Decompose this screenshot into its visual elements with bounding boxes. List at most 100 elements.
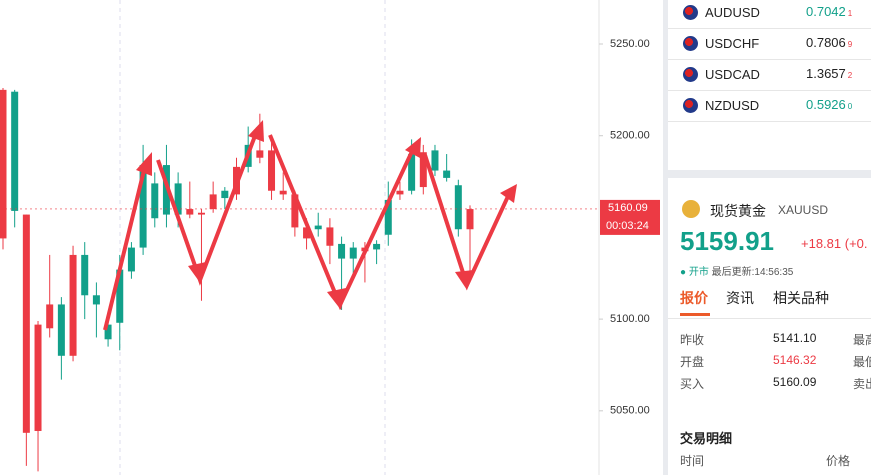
arrow — [103, 161, 148, 331]
candle-body — [396, 190, 404, 195]
trades-header: 时间 — [680, 454, 705, 468]
trades-header: 价格 — [826, 454, 851, 468]
price-tail: 0 — [847, 102, 853, 111]
price-tail: 9 — [847, 40, 853, 49]
candle-body — [22, 214, 30, 433]
row-label: 卖出 — [853, 377, 871, 391]
y-tick-label: 5050.00 — [610, 405, 650, 417]
change: +18.81 — [801, 236, 842, 251]
candle-body — [303, 227, 311, 239]
side-panel: AUDUSD 0.7042 1 USDCHF 0.7806 9 USDCAD 1.3657 2 N… — [663, 0, 871, 475]
candle-body — [349, 247, 357, 259]
candle-body — [443, 170, 451, 178]
candle-body — [0, 89, 7, 239]
price: 0.7042 1 — [806, 4, 852, 19]
candle-body — [268, 150, 276, 191]
candle-body — [151, 183, 159, 219]
candle-body — [291, 194, 299, 228]
price-main: 1.3657 — [806, 66, 846, 81]
candle-body — [197, 212, 205, 215]
candle-body — [256, 150, 264, 158]
quote-change: +18.81 (+0. — [801, 236, 868, 251]
flag — [683, 36, 698, 51]
candle-body — [338, 243, 346, 259]
row-label: 昨收 — [680, 333, 705, 347]
candle-body — [431, 150, 439, 171]
candle-body — [57, 304, 65, 356]
price-tag — [600, 199, 660, 235]
quote-code: XAUUSD — [778, 203, 829, 217]
price-main: 0.5926 — [806, 97, 846, 112]
symbol: USDCHF — [705, 36, 760, 51]
gold-icon — [682, 200, 700, 218]
candle-body — [279, 190, 287, 195]
price-main: 0.7806 — [806, 35, 846, 50]
trades-title: 交易明细 — [680, 431, 733, 446]
candle-body — [221, 190, 229, 199]
arrow-head — [188, 262, 206, 284]
row-label: 开盘 — [680, 355, 705, 369]
price: 1.3657 2 — [806, 66, 852, 81]
price-tail: 2 — [847, 71, 853, 80]
arrow-head — [500, 184, 517, 203]
quote-name: 现货黄金 — [710, 203, 766, 219]
tab[interactable]: 资讯 — [726, 290, 754, 306]
candle-body — [116, 269, 124, 323]
tab-underline — [680, 313, 710, 316]
candle-body — [209, 194, 217, 210]
symbol: NZDUSD — [705, 98, 760, 113]
watch-row[interactable]: USDCHF 0.7806 9 — [668, 29, 871, 60]
symbol: USDCAD — [705, 67, 760, 82]
candle-body — [373, 243, 381, 250]
candle-body — [34, 324, 42, 431]
quote-price: 5159.91 — [680, 226, 774, 256]
updated: 最后更新:14:56:35 — [711, 267, 794, 278]
tab[interactable]: 报价 — [680, 290, 708, 306]
candle-body — [81, 254, 89, 296]
watch-row[interactable]: USDCAD 1.3657 2 — [668, 60, 871, 91]
arrow-heads — [136, 120, 517, 310]
candle-body — [186, 209, 194, 215]
row-label: 最高 — [853, 333, 871, 347]
flag — [683, 67, 698, 82]
price: 0.5926 0 — [806, 97, 852, 112]
row-value: 5160.09 — [773, 375, 817, 389]
candle-body — [326, 227, 334, 246]
price: 0.7806 9 — [806, 35, 852, 50]
candle-body — [174, 183, 182, 215]
price-tag-label: 5160.09 — [608, 202, 648, 214]
flag — [683, 5, 698, 20]
arrow-head — [248, 120, 264, 142]
flag — [683, 98, 698, 113]
status: 开市 — [688, 267, 709, 278]
candle-body — [314, 225, 322, 230]
row-value: 5141.10 — [773, 331, 817, 345]
candle-body — [46, 304, 54, 329]
arrow-head — [455, 270, 474, 290]
arrow — [156, 127, 260, 286]
candle-body — [419, 152, 427, 188]
change-pct: (+0. — [844, 236, 868, 251]
watch-row[interactable]: AUDUSD 0.7042 1 — [668, 0, 871, 29]
row-label: 买入 — [680, 377, 705, 391]
y-tick-label: 5200.00 — [610, 130, 650, 142]
candle-body — [92, 295, 100, 305]
separator — [668, 170, 871, 178]
price-main: 0.7042 — [806, 4, 846, 19]
annotation-arrows — [103, 127, 512, 331]
y-tick-label: 5100.00 — [610, 313, 650, 325]
countdown: 00:03:24 — [606, 220, 649, 232]
watch-row[interactable]: NZDUSD 0.5926 0 — [668, 91, 871, 122]
candle-body — [11, 91, 19, 211]
candle-body — [104, 324, 112, 340]
candle-body — [454, 185, 462, 230]
candle-body — [408, 154, 416, 191]
candle-body — [466, 209, 474, 230]
candle-body — [384, 199, 392, 235]
tab[interactable]: 相关品种 — [773, 290, 829, 306]
status-line: ● 开市 最后更新:14:56:35 — [680, 267, 794, 278]
arrow-head — [136, 152, 152, 176]
row-label: 最低 — [853, 355, 871, 369]
arrow-head — [405, 137, 421, 158]
